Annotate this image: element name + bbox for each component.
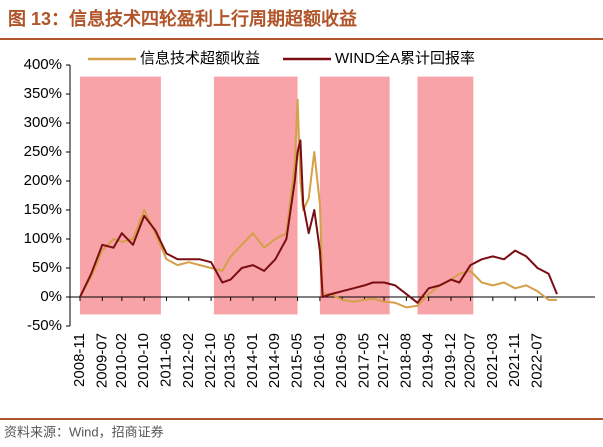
x-tick-label: 2012-10 (202, 333, 219, 388)
x-tick-label: 2015-05 (289, 333, 306, 388)
y-tick-label: 100% (24, 230, 62, 247)
x-tick-label: 2013-05 (222, 333, 239, 388)
x-tick-label: 2014-01 (244, 333, 261, 388)
y-tick-label: 150% (24, 201, 62, 218)
x-tick-label: 2018-08 (397, 333, 414, 388)
plot: -50% 0% 50% 100% 150% 200% 250% 300% 350% 400% 200… (24, 49, 595, 388)
x-tick-label: 2011-06 (157, 333, 174, 387)
shaded-period (213, 76, 298, 315)
series-line (79, 98, 557, 309)
source: 资料来源：Wind，招商证券 (4, 424, 164, 439)
x-tick-label: 2017-05 (355, 333, 372, 388)
chart-title: 图 13：信息技术四轮盈利上行周期超额收益 (8, 8, 357, 29)
x-tick-label: 2009-07 (93, 333, 110, 388)
x-tick-label: 2017-12 (375, 333, 392, 388)
y-tick-label: 400% (24, 56, 62, 73)
x-tick-label: 2021-11 (506, 333, 523, 387)
x-tick-label: 2012-02 (180, 333, 197, 388)
x-tick-label: 2019-04 (420, 333, 437, 388)
series-line (79, 139, 558, 304)
y-tick-label: 0% (40, 288, 62, 305)
y-tick-label: 200% (24, 172, 62, 189)
y-tick-label: -50% (27, 317, 62, 334)
y-tick-label: 350% (24, 85, 62, 102)
x-tick-label: 2014-09 (266, 333, 283, 388)
legend-label: WIND全A累计回报率 (335, 49, 475, 67)
shaded-period (319, 76, 390, 315)
x-tick-label: 2010-10 (135, 333, 152, 388)
x-tick-label: 2022-07 (528, 333, 545, 388)
x-tick-label: 2021-03 (484, 333, 501, 388)
x-tick-label: 2010-02 (113, 333, 130, 388)
y-tick-label: 50% (32, 259, 62, 276)
shaded-period (80, 76, 161, 315)
x-tick-label: 2008-11 (71, 333, 88, 387)
x-tick-label: 2016-09 (333, 333, 350, 388)
y-tick-label: 250% (24, 143, 62, 160)
x-tick-label: 2019-12 (442, 333, 459, 388)
x-tick-label: 2016-01 (311, 333, 328, 388)
shaded-period (417, 76, 474, 315)
legend-label: 信息技术超额收益 (140, 50, 260, 67)
y-tick-label: 300% (24, 114, 62, 131)
x-tick-label: 2020-07 (461, 333, 478, 388)
